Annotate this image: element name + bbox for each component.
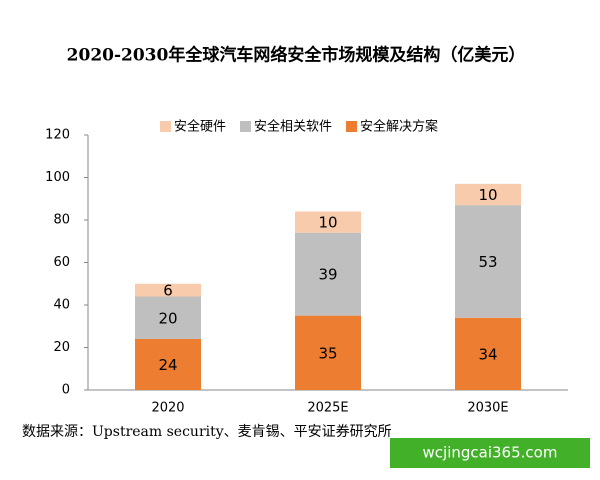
y-tick-label: 40 (53, 298, 70, 313)
value-label: 53 (478, 253, 497, 271)
legend-swatch (160, 121, 171, 132)
value-label: 35 (318, 344, 337, 362)
y-tick-label: 100 (45, 170, 70, 185)
y-tick-label: 20 (53, 340, 70, 355)
x-tick-label: 2030E (467, 401, 508, 416)
bar-segment (135, 296, 201, 339)
y-tick-label: 80 (53, 213, 70, 228)
y-tick-label: 60 (53, 255, 70, 270)
bar-segment (455, 317, 521, 390)
x-tick-label: 2020 (151, 401, 184, 416)
watermark: 知乎 @冉思海 (440, 403, 528, 420)
bar-segment (455, 183, 521, 206)
y-tick-label: 120 (45, 128, 70, 143)
value-label: 10 (478, 186, 497, 204)
value-label: 10 (318, 214, 337, 232)
bar-segment (135, 339, 201, 390)
value-label: 6 (163, 282, 173, 300)
bar-segment (455, 205, 521, 318)
legend-swatch (240, 121, 252, 132)
source: 数据来源：Upstream security、麦肯锡、平安证券研究所 (22, 424, 392, 440)
bar-segment (295, 315, 361, 390)
bar-segment (135, 283, 201, 297)
bar-segment (295, 211, 361, 233)
y-tick-label: 0 (62, 383, 70, 398)
x-tick-label: 2025E (307, 401, 348, 416)
site-banner (390, 438, 590, 468)
value-label: 24 (158, 356, 177, 374)
value-label: 39 (318, 266, 337, 284)
bar-segment (295, 232, 361, 316)
legend-label: 安全硬件 (174, 119, 226, 135)
legend-label: 安全相关软件 (254, 119, 332, 135)
value-label: 20 (158, 309, 177, 327)
value-label: 34 (478, 345, 497, 363)
legend-swatch (346, 121, 358, 132)
site-text: wcjingcai365.com (423, 444, 558, 462)
chart-title: 2020-2030年全球汽车网络安全市场规模及结构（亿美元） (67, 45, 526, 66)
legend-label: 安全解决方案 (360, 119, 438, 135)
